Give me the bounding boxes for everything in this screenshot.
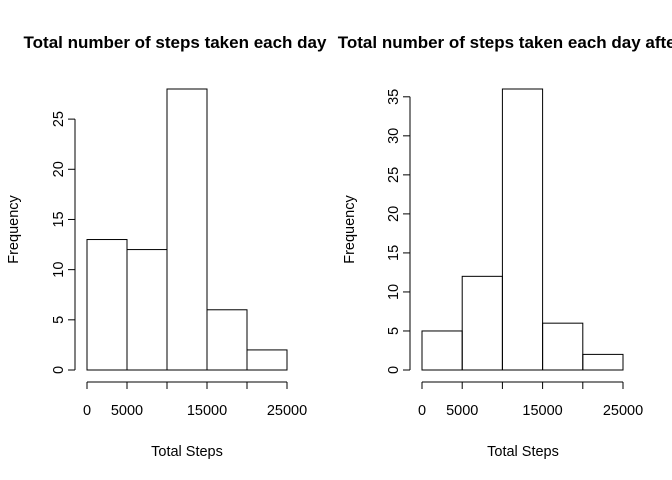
- x-tick-label: 25000: [603, 403, 643, 419]
- histogram-bar: [126, 249, 168, 371]
- y-tick-label: 0: [386, 366, 402, 374]
- chart-title: Total number of steps taken each day: [24, 33, 327, 52]
- chart-title: Total number of steps taken each day aft…: [338, 33, 672, 52]
- histogram-bar: [166, 88, 208, 371]
- histogram-bar: [542, 322, 584, 371]
- y-tick-label: 5: [386, 327, 402, 335]
- histogram-bar: [206, 309, 248, 371]
- histogram-after-panel: Total number of steps taken each day aft…: [338, 33, 672, 460]
- y-tick-label: 20: [51, 161, 67, 177]
- x-tick-label: 0: [83, 403, 91, 419]
- histogram-bar: [421, 330, 463, 371]
- x-tick-label: 15000: [187, 403, 227, 419]
- histogram-bar: [461, 275, 503, 371]
- histogram-bar: [246, 349, 288, 371]
- x-tick-label: 5000: [111, 403, 143, 419]
- y-tick-label: 20: [386, 206, 402, 222]
- x-axis-label: Total Steps: [151, 444, 223, 460]
- y-tick-label: 10: [51, 262, 67, 278]
- x-tick-label: 25000: [267, 403, 307, 419]
- y-tick-label: 15: [386, 245, 402, 261]
- x-tick-label: 15000: [522, 403, 562, 419]
- y-axis-label: Frequency: [6, 195, 22, 264]
- y-tick-label: 25: [386, 167, 402, 183]
- y-tick-label: 30: [386, 128, 402, 144]
- y-tick-label: 10: [386, 284, 402, 300]
- x-tick-label: 0: [418, 403, 426, 419]
- y-tick-label: 0: [51, 366, 67, 374]
- y-tick-label: 25: [51, 111, 67, 127]
- histogram-panel: Total number of steps taken each day 0 5 10…: [6, 33, 327, 460]
- x-tick-label: 5000: [446, 403, 478, 419]
- x-axis-label: Total Steps: [487, 444, 559, 460]
- y-tick-label: 5: [51, 316, 67, 324]
- y-tick-label: 15: [51, 211, 67, 227]
- y-axis-label: Frequency: [342, 195, 358, 264]
- y-tick-label: 35: [386, 89, 402, 105]
- histogram-bar: [501, 88, 544, 371]
- histogram-bar: [582, 353, 624, 371]
- histogram-bar: [86, 239, 128, 371]
